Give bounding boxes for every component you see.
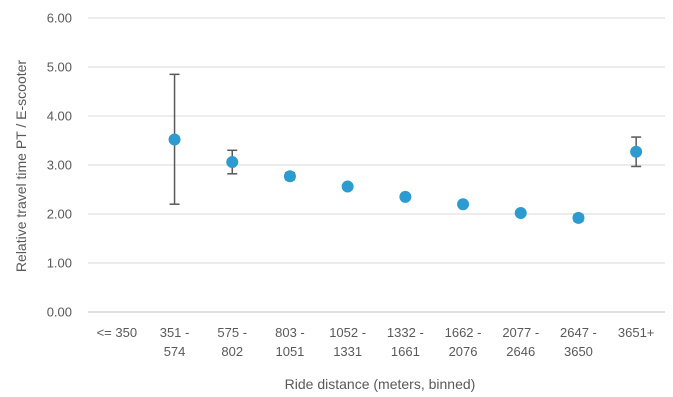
x-tick-label: 2077 -2646 <box>502 325 539 359</box>
x-tick-label: 803 -1051 <box>275 325 305 359</box>
y-tick-label: 2.00 <box>47 207 72 222</box>
data-points <box>168 133 643 224</box>
x-tick-label: 3651+ <box>618 325 655 340</box>
data-point <box>514 207 527 220</box>
data-point <box>399 190 412 203</box>
x-tick-label: 1662 -2076 <box>445 325 482 359</box>
y-axis-label: Relative travel time PT / E-scooter <box>13 60 29 272</box>
y-tick-label: 5.00 <box>47 60 72 75</box>
data-point <box>226 156 239 169</box>
x-tick-label: 351 -574 <box>160 325 190 359</box>
x-tick-label: 1332 -1661 <box>387 325 424 359</box>
y-tick-label: 1.00 <box>47 256 72 271</box>
y-tick-label: 0.00 <box>47 305 72 320</box>
data-point <box>572 211 585 224</box>
grid-lines <box>88 17 665 313</box>
y-tick-label: 3.00 <box>47 158 72 173</box>
data-point <box>341 180 354 193</box>
data-point <box>168 133 181 146</box>
y-tick-labels: 0.00 1.00 2.00 3.00 4.00 5.00 6.00 <box>47 11 72 320</box>
y-tick-label: 6.00 <box>47 11 72 26</box>
data-point <box>457 198 470 211</box>
x-tick-labels: <= 350 351 -574 575 -802 803 -1051 1052 -133… <box>97 325 655 359</box>
data-point <box>630 145 643 158</box>
data-point <box>283 170 296 183</box>
x-axis-label: Ride distance (meters, binned) <box>285 376 476 392</box>
y-tick-label: 4.00 <box>47 109 72 124</box>
x-tick-label: 575 -802 <box>217 325 247 359</box>
x-tick-label: <= 350 <box>97 325 138 340</box>
x-tick-label: 2647 -3650 <box>560 325 597 359</box>
x-tick-label: 1052 -1331 <box>329 325 366 359</box>
